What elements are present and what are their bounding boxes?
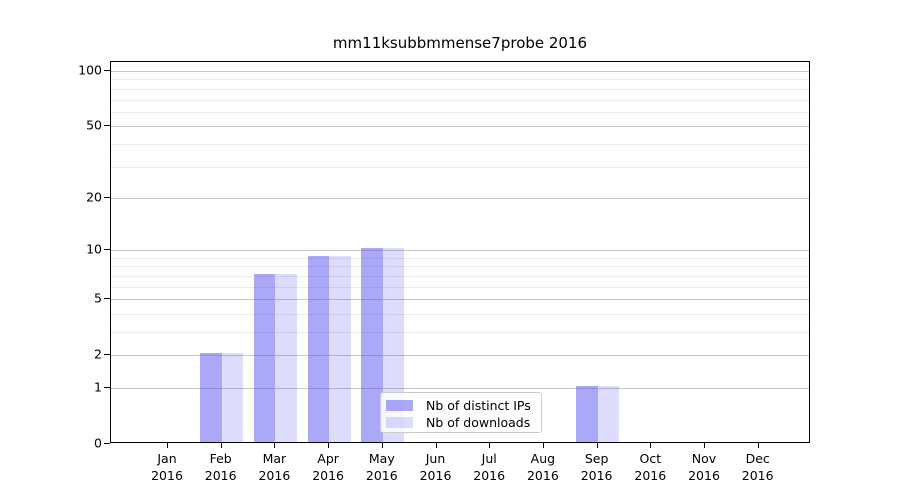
- y-tick-mark: [104, 125, 110, 127]
- x-tick-mark: [274, 443, 276, 448]
- minor-gridline: [111, 331, 809, 333]
- bar-distinct-ips: [576, 386, 598, 442]
- major-gridline: [111, 355, 809, 357]
- minor-gridline: [111, 111, 809, 113]
- bar-distinct-ips: [361, 248, 383, 442]
- y-tick-mark: [104, 443, 110, 444]
- x-tick-label: Feb 2016: [204, 451, 237, 483]
- minor-gridline: [111, 286, 809, 288]
- x-tick-mark: [757, 443, 759, 448]
- x-tick-label: Jan 2016: [151, 451, 183, 483]
- major-gridline: [111, 126, 809, 128]
- y-tick-mark: [104, 298, 110, 300]
- x-tick-label: Mar 2016: [258, 451, 291, 483]
- major-gridline: [111, 250, 809, 252]
- minor-gridline: [111, 99, 809, 101]
- x-tick-label: Apr 2016: [312, 451, 344, 483]
- x-tick-mark: [435, 443, 437, 448]
- x-tick-mark: [704, 443, 705, 448]
- major-gridline: [111, 387, 809, 389]
- chart-title: mm11ksubbmmense7probe 2016: [332, 34, 588, 52]
- bar-downloads: [221, 353, 244, 442]
- legend-label-downloads: Nb of downloads: [426, 415, 531, 430]
- bar-distinct-ips: [253, 273, 276, 442]
- y-tick-label: 10: [86, 241, 102, 257]
- y-tick-label: 20: [86, 189, 102, 205]
- bar-distinct-ips: [307, 255, 330, 442]
- minor-gridline: [111, 257, 809, 259]
- x-tick-label: Jun 2016: [419, 451, 452, 483]
- y-tick-label: 100: [78, 62, 102, 78]
- x-tick-mark: [328, 443, 330, 448]
- minor-gridline: [111, 313, 809, 315]
- bar-downloads: [597, 386, 620, 442]
- minor-gridline: [111, 88, 809, 90]
- legend-label-distinct-ips: Nb of distinct IPs: [426, 398, 531, 413]
- y-tick-mark: [104, 354, 110, 356]
- y-tick-mark: [104, 386, 110, 388]
- y-tick-label: 1: [94, 379, 102, 395]
- minor-gridline: [111, 166, 809, 168]
- x-tick-label: May 2016: [365, 451, 398, 483]
- minor-gridline: [111, 266, 809, 268]
- bar-downloads: [275, 273, 297, 442]
- legend-swatch-downloads-icon: [386, 417, 413, 428]
- x-tick-label: Oct 2016: [634, 451, 667, 483]
- y-tick-mark: [104, 249, 110, 251]
- legend: Nb of distinct IPs Nb of downloads: [380, 392, 542, 433]
- bar-distinct-ips: [200, 353, 222, 442]
- x-tick-mark: [489, 443, 491, 448]
- legend-swatch-distinct-ips-icon: [386, 400, 413, 411]
- minor-gridline: [111, 143, 809, 145]
- plot-area: [110, 61, 810, 443]
- major-gridline: [111, 71, 809, 73]
- major-gridline: [111, 299, 809, 301]
- y-tick-mark: [104, 196, 110, 198]
- y-tick-label: 50: [86, 117, 102, 133]
- x-tick-mark: [220, 443, 222, 448]
- x-tick-mark: [167, 443, 168, 448]
- y-tick-label: 0: [94, 435, 102, 451]
- legend-item-distinct-ips: Nb of distinct IPs: [386, 397, 535, 414]
- x-tick-label: Jul 2016: [473, 451, 506, 483]
- minor-gridline: [111, 275, 809, 277]
- x-tick-label: Nov 2016: [688, 451, 720, 483]
- x-tick-label: Aug 2016: [526, 451, 559, 483]
- legend-item-downloads: Nb of downloads: [386, 414, 535, 431]
- major-gridline: [111, 197, 809, 199]
- x-tick-label: Dec 2016: [741, 451, 774, 483]
- x-tick-mark: [542, 443, 544, 448]
- bar-downloads: [329, 255, 351, 442]
- minor-gridline: [111, 79, 809, 81]
- x-tick-mark: [650, 443, 652, 448]
- x-tick-label: Sep 2016: [580, 451, 613, 483]
- y-tick-label: 5: [94, 290, 102, 306]
- y-tick-label: 2: [94, 346, 102, 362]
- y-tick-mark: [104, 70, 110, 72]
- x-tick-mark: [596, 443, 598, 448]
- x-tick-mark: [381, 443, 383, 448]
